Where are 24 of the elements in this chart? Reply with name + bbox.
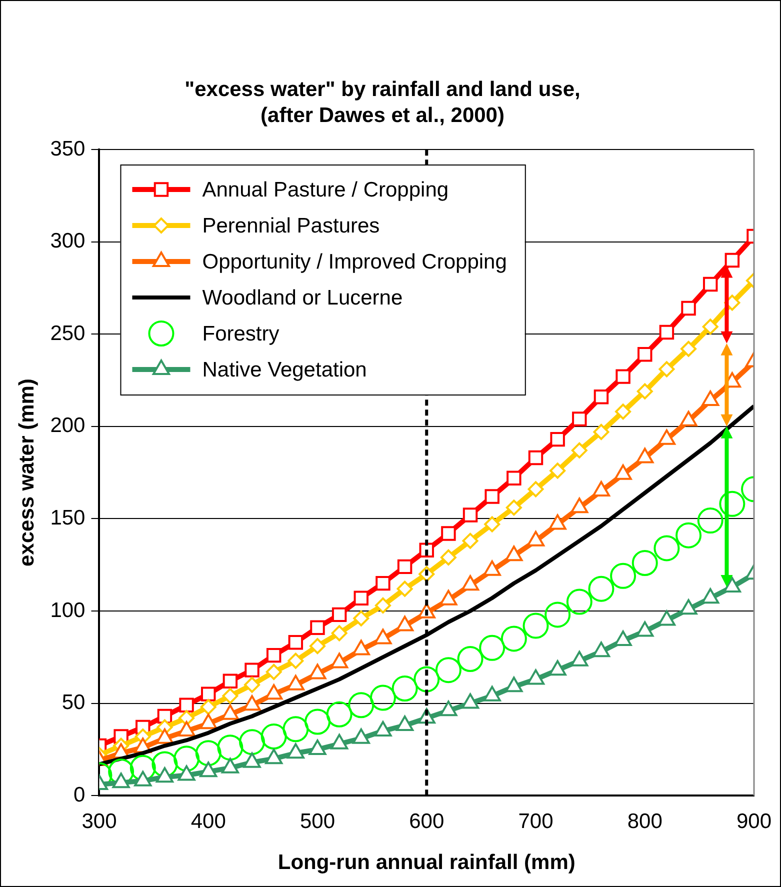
y-tick-label: 300 xyxy=(50,230,86,253)
legend-label: Perennial Pastures xyxy=(202,214,380,238)
y-tick-label: 100 xyxy=(50,598,86,622)
x-tick-label: 900 xyxy=(736,810,772,833)
y-axis-title: excess water (mm) xyxy=(15,378,38,567)
y-tick-label: 200 xyxy=(50,414,86,438)
legend-label: Woodland or Lucerne xyxy=(202,286,403,310)
x-tick-label: 500 xyxy=(300,810,336,833)
x-axis-title: Long-run annual rainfall (mm) xyxy=(278,851,576,874)
x-tick-label: 800 xyxy=(627,810,662,833)
y-tick-label: 50 xyxy=(62,691,86,714)
x-tick-label: 600 xyxy=(409,810,444,833)
chart-title: "excess water" by rainfall and land use, (after Dawes et al., 2000) xyxy=(184,78,580,128)
y-tick-label: 350 xyxy=(50,137,86,160)
y-tick-label: 150 xyxy=(50,506,86,530)
legend-label: Native Vegetation xyxy=(202,358,367,382)
x-tick-label: 400 xyxy=(190,810,226,833)
y-tick-label: 0 xyxy=(74,783,86,806)
legend-label: Opportunity / Improved Cropping xyxy=(202,250,507,274)
y-tick-label: 250 xyxy=(50,322,86,345)
x-tick-label: 700 xyxy=(518,810,554,833)
legend-label: Annual Pasture / Cropping xyxy=(202,178,449,202)
x-tick-label: 300 xyxy=(82,810,117,833)
legend-label: Forestry xyxy=(202,322,280,346)
